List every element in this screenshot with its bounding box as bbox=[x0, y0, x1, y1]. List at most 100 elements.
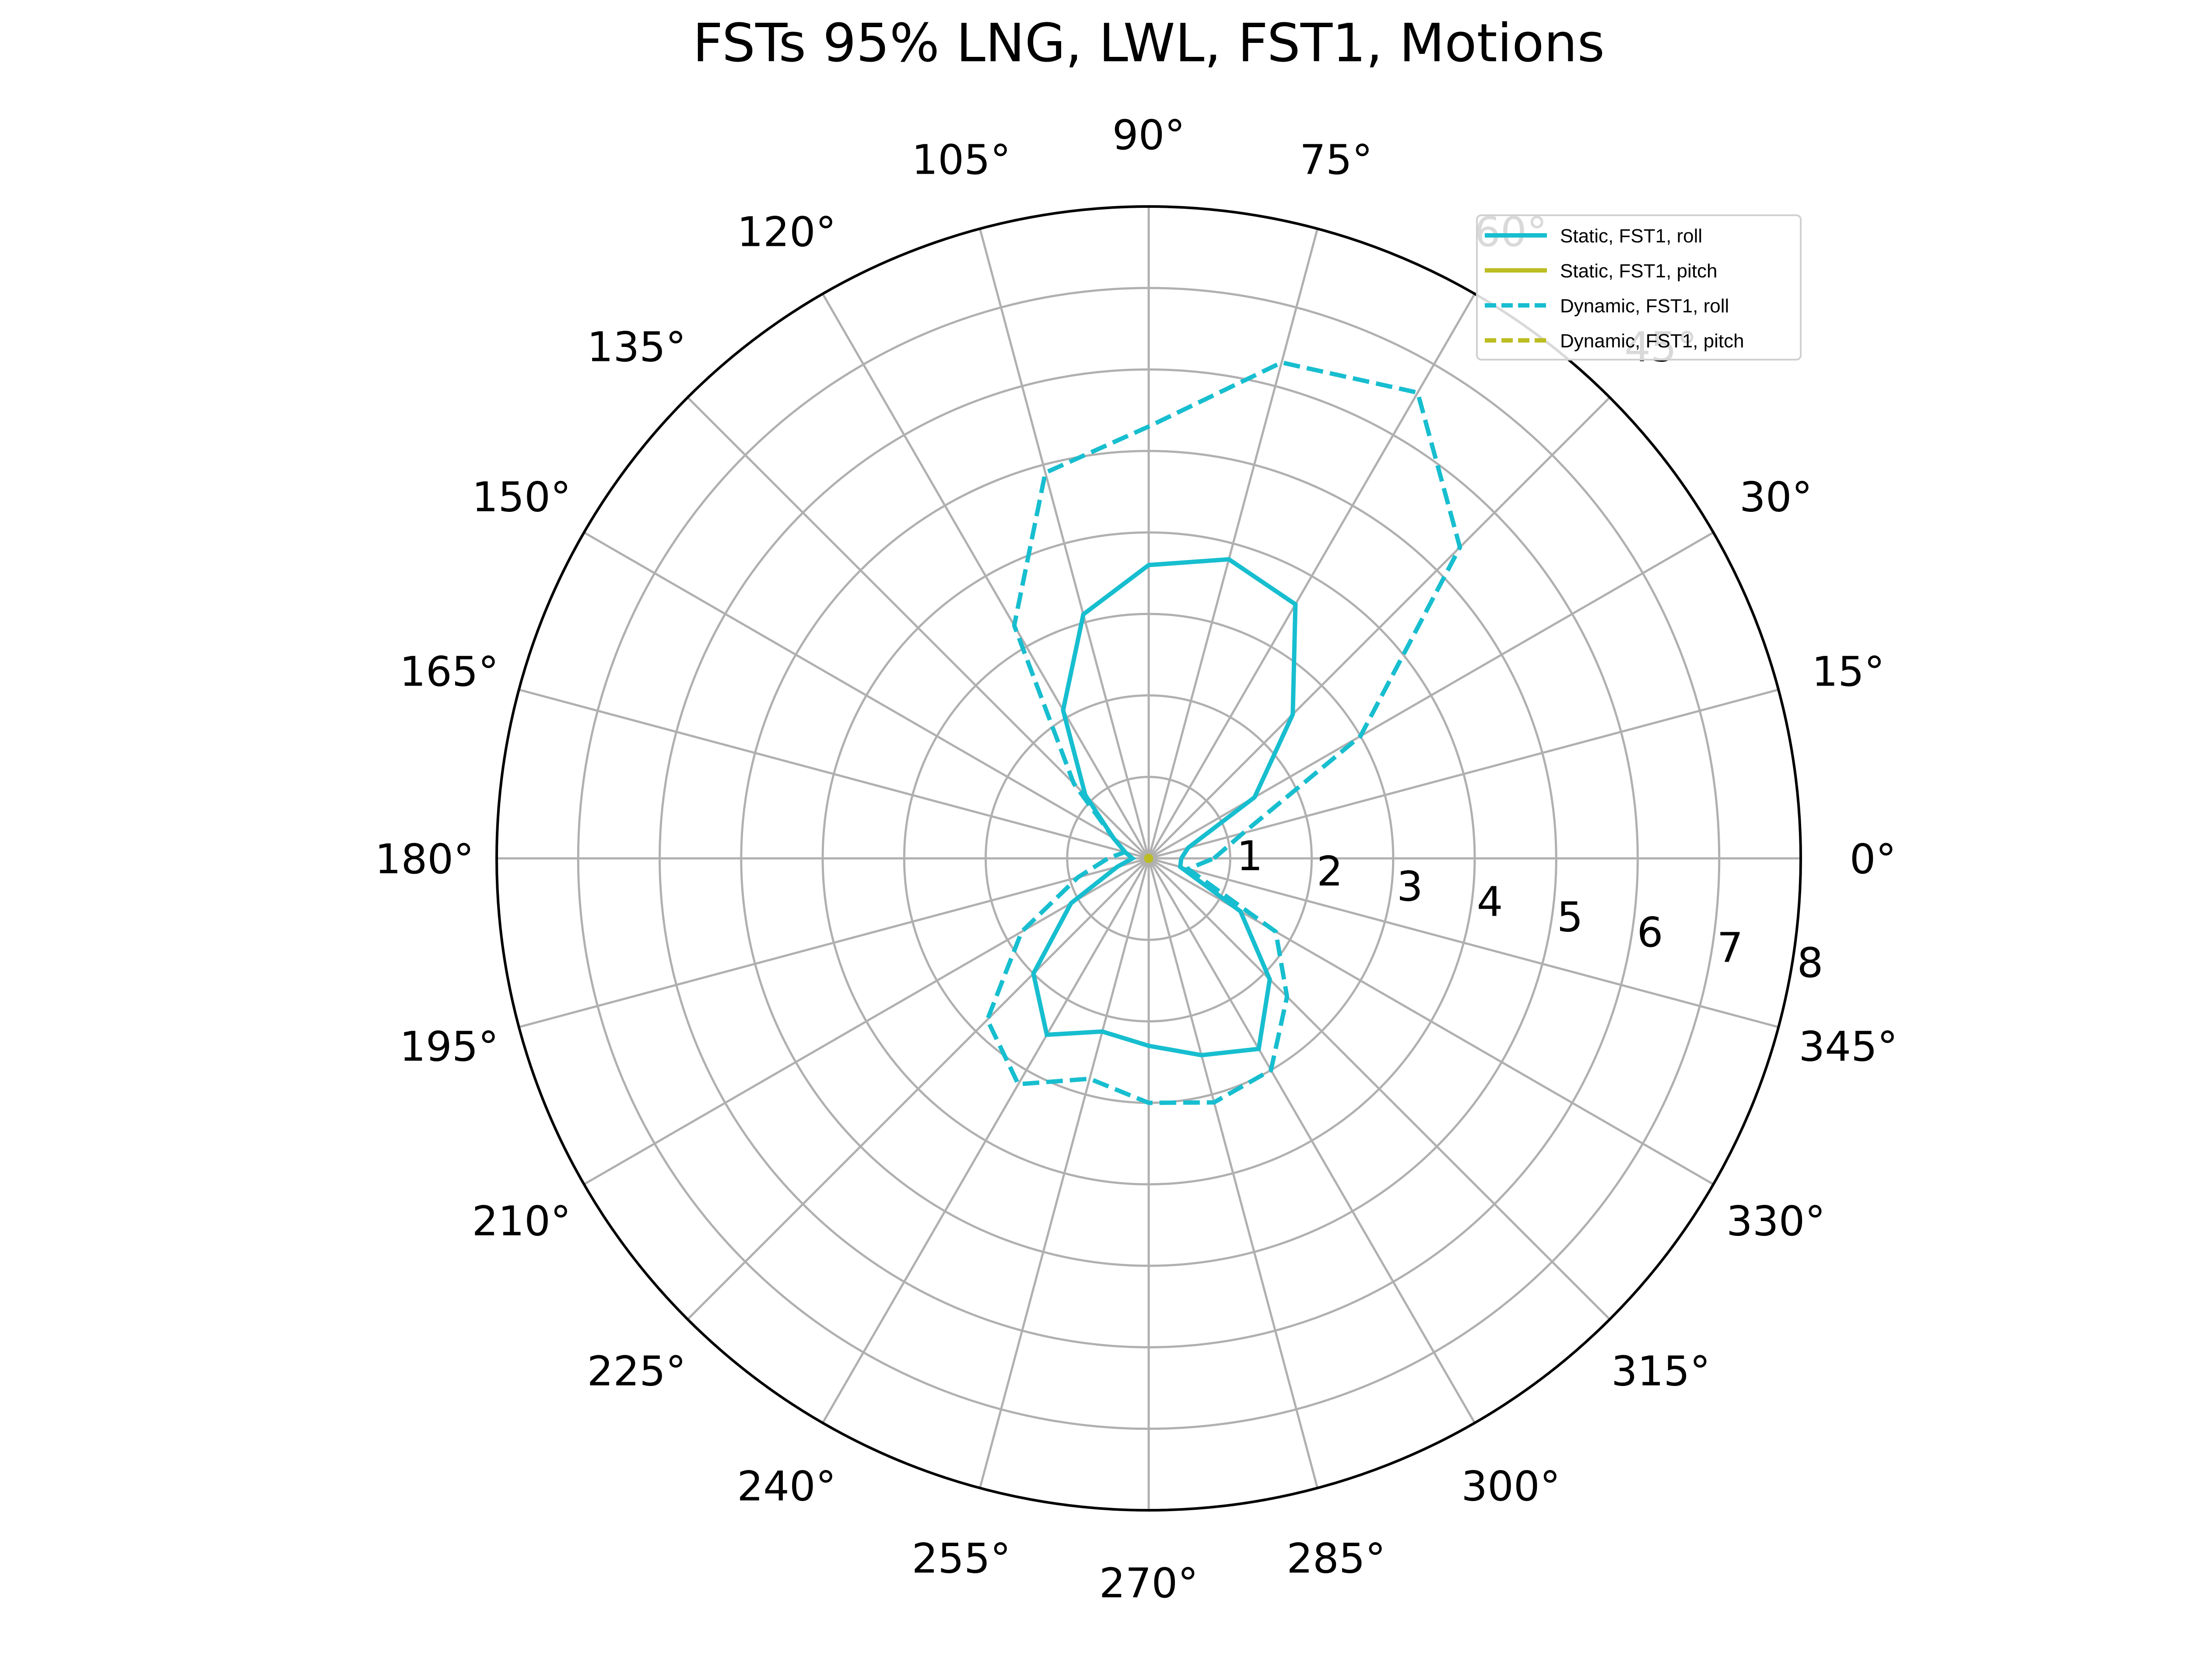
radial-tick-label: 8 bbox=[1797, 939, 1823, 987]
legend-label: Dynamic, FST1, roll bbox=[1560, 295, 1729, 317]
grid-spoke bbox=[1147, 228, 1319, 859]
angular-tick-label: 255° bbox=[912, 1535, 1010, 1583]
legend-label: Static, FST1, roll bbox=[1560, 225, 1702, 247]
series-0-point bbox=[1268, 978, 1272, 981]
angular-tick-label: 105° bbox=[912, 136, 1010, 184]
series-0-point bbox=[1180, 857, 1183, 860]
angular-tick-label: 225° bbox=[587, 1348, 686, 1395]
grid-spoke bbox=[1147, 293, 1476, 859]
series-0-point bbox=[1178, 865, 1182, 868]
angular-tick-label: 165° bbox=[400, 648, 498, 696]
series-2-point bbox=[1076, 875, 1080, 879]
grid-spoke bbox=[1148, 858, 1611, 1320]
radial-tick-label: 2 bbox=[1317, 848, 1343, 896]
series-0-point bbox=[1186, 846, 1190, 850]
angular-tick-label: 345° bbox=[1799, 1023, 1897, 1071]
grid-spoke bbox=[1148, 688, 1779, 860]
angular-tick-labels: 0°15°30°45°60°75°90°105°120°135°150°165°… bbox=[375, 112, 1898, 1607]
legend-label: Dynamic, FST1, pitch bbox=[1560, 330, 1744, 352]
grid-spoke bbox=[519, 857, 1149, 1029]
angular-tick-label: 120° bbox=[737, 209, 836, 256]
series-2-point bbox=[1020, 930, 1024, 934]
series-2-point bbox=[1044, 471, 1047, 475]
series-2-point bbox=[1212, 1101, 1216, 1104]
series-2-point bbox=[1017, 1082, 1020, 1086]
series-2-point bbox=[1088, 1077, 1091, 1081]
angular-tick-label: 135° bbox=[587, 324, 686, 371]
series-2-point bbox=[1186, 867, 1190, 871]
grid-spoke bbox=[978, 858, 1150, 1488]
series-2-point bbox=[1147, 1101, 1150, 1105]
series-0-point bbox=[1115, 865, 1119, 868]
radial-tick-label: 3 bbox=[1397, 863, 1423, 911]
angular-tick-label: 75° bbox=[1300, 136, 1373, 184]
series-2-point bbox=[1458, 546, 1462, 549]
legend-items: Static, FST1, roll Static, FST1, pitch Dyn… bbox=[1485, 225, 1744, 352]
series-3-point bbox=[1149, 857, 1153, 861]
series-2-point bbox=[1280, 361, 1283, 364]
radial-tick-label: 4 bbox=[1477, 878, 1503, 926]
angular-tick-label: 285° bbox=[1287, 1535, 1385, 1583]
angular-tick-label: 90° bbox=[1112, 112, 1185, 159]
series-0-point bbox=[1257, 1047, 1260, 1051]
angular-tick-label: 150° bbox=[472, 474, 571, 522]
grid-spoke bbox=[583, 531, 1150, 860]
series-0-point bbox=[1082, 612, 1085, 616]
series-0-point bbox=[1131, 857, 1134, 860]
radial-tick-label: 5 bbox=[1557, 893, 1583, 941]
legend-label: Static, FST1, pitch bbox=[1560, 260, 1717, 282]
series-layer bbox=[985, 360, 1462, 1105]
series-2-point bbox=[1416, 391, 1420, 394]
angular-tick-label: 15° bbox=[1812, 648, 1885, 696]
angular-tick-label: 180° bbox=[375, 836, 474, 883]
radial-tick-label: 6 bbox=[1637, 909, 1663, 956]
legend: Static, FST1, roll Static, FST1, pitch Dyn… bbox=[1476, 214, 1802, 360]
series-line-2 bbox=[985, 360, 1462, 1105]
series-0-point bbox=[1147, 1044, 1150, 1047]
radial-tick-labels: 1 2 3 4 5 6 7 8 bbox=[1237, 833, 1823, 987]
grid-spoke bbox=[687, 858, 1150, 1320]
grid-spoke bbox=[1147, 858, 1476, 1424]
polar-frame bbox=[495, 205, 1802, 1512]
series-0-point bbox=[1069, 901, 1073, 905]
angular-tick-label: 300° bbox=[1461, 1463, 1560, 1510]
chart-title: FSTs 95% LNG, LWL, FST1, Motions bbox=[693, 13, 1605, 74]
series-2-point bbox=[1269, 1068, 1273, 1072]
angular-tick-label: 315° bbox=[1611, 1348, 1710, 1395]
grid-spoke bbox=[821, 293, 1150, 859]
series-2-point bbox=[1072, 782, 1076, 785]
series-2-point bbox=[1112, 836, 1115, 840]
grid-spoke bbox=[1148, 857, 1779, 1029]
series-2-point bbox=[1013, 624, 1016, 627]
series-0-point bbox=[1253, 795, 1256, 799]
series-0-point bbox=[1294, 602, 1297, 606]
grid-spoke bbox=[978, 228, 1150, 859]
polar-grid bbox=[497, 206, 1801, 1510]
series-0-point bbox=[1227, 557, 1231, 561]
series-2-point bbox=[985, 1018, 989, 1022]
grid-spoke bbox=[583, 857, 1150, 1186]
series-line-3 bbox=[1144, 854, 1154, 863]
angular-tick-label: 210° bbox=[472, 1198, 571, 1246]
series-line-0 bbox=[1031, 557, 1298, 1057]
grid-spoke bbox=[519, 688, 1149, 860]
legend-box bbox=[1476, 214, 1802, 360]
series-0-point bbox=[1061, 708, 1065, 712]
series-2-point bbox=[1106, 857, 1110, 860]
series-0-point bbox=[1291, 713, 1294, 716]
series-2-point bbox=[1274, 930, 1277, 934]
angular-tick-label: 195° bbox=[400, 1023, 498, 1071]
series-0-point bbox=[1200, 1054, 1203, 1057]
grid-spoke bbox=[1147, 858, 1319, 1488]
angular-tick-label: 330° bbox=[1726, 1198, 1825, 1246]
grid-spoke bbox=[821, 858, 1150, 1424]
angular-tick-label: 0° bbox=[1850, 836, 1897, 883]
series-2-point bbox=[1147, 425, 1150, 428]
series-2-point bbox=[1123, 850, 1127, 854]
series-2-point bbox=[1212, 857, 1216, 860]
series-0-point bbox=[1032, 972, 1035, 975]
radial-tick-label: 1 bbox=[1237, 833, 1263, 880]
series-0-point bbox=[1147, 564, 1150, 567]
